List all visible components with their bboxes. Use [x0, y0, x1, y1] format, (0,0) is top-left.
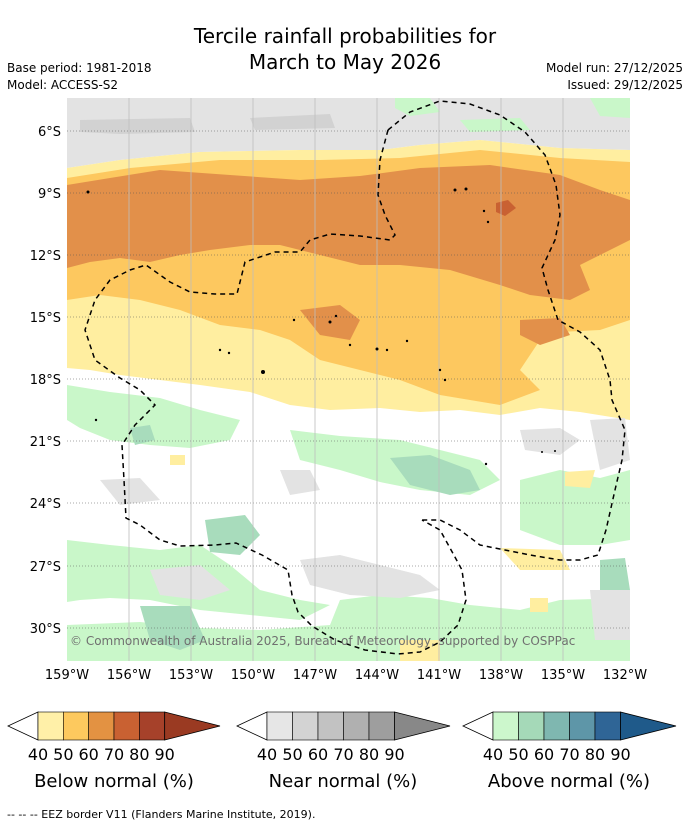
copyright-notice: © Commonwealth of Australia 2025, Bureau…	[70, 634, 576, 648]
eez-legend-note: -- -- -- EEZ border V11 (Flanders Marine…	[7, 808, 316, 821]
lon-label: 147°W	[293, 668, 337, 683]
lat-label: 18°S	[30, 373, 61, 388]
below-normal-region-60	[67, 165, 630, 300]
issued-date: Issued: 29/12/2025	[567, 78, 683, 92]
map-title: Tercile rainfall probabilities for March…	[0, 23, 690, 75]
colorbar-near-normal: 40 50 60 70 80 90	[236, 711, 451, 760]
colorbar-segment	[518, 711, 545, 741]
colorbar-tick-label: 40	[483, 745, 503, 760]
colorbar-tick-label: 70	[333, 745, 353, 760]
above-normal-region-north	[395, 98, 630, 132]
eez-borders	[84, 100, 626, 655]
lon-label: 150°W	[231, 668, 275, 683]
probability-map: 6°S 9°S 12°S 15°S 18°S 21°S 24°S 27°S 30…	[30, 98, 647, 683]
lon-label: 153°W	[169, 668, 213, 683]
grid	[67, 130, 630, 629]
colorbar-title-above: Above normal (%)	[487, 771, 651, 792]
colorbar-tick-label: 50	[282, 745, 302, 760]
colorbar-segment	[266, 711, 293, 741]
colorbar-tick-label: 70	[104, 745, 124, 760]
lon-label: 135°W	[541, 668, 585, 683]
colorbar-segment	[88, 711, 115, 741]
colorbar-tick-label: 50	[508, 745, 528, 760]
model-info: Base period: 1981-2018 Model: ACCESS-S2	[7, 60, 152, 94]
colorbar-extend-high	[394, 711, 451, 741]
lon-label: 144°W	[355, 668, 399, 683]
model-run-date: Model run: 27/12/2025	[545, 61, 683, 75]
colorbar-below-normal: 40 50 60 70 80 90	[7, 711, 221, 760]
longitude-labels: 159°W 156°W 153°W 150°W 147°W 144°W 141°…	[45, 668, 647, 683]
colorbar-extend-low	[7, 711, 39, 741]
colorbar-extend-low	[236, 711, 268, 741]
colorbar-segment	[543, 711, 570, 741]
colorbar-above-normal: 40 50 60 70 80 90	[462, 711, 677, 760]
title-line-1: Tercile rainfall probabilities for	[193, 24, 497, 48]
near-normal-region-north	[67, 98, 630, 168]
colorbar-tick-label: 90	[154, 745, 174, 760]
colorbar-extend-low	[462, 711, 494, 741]
colorbar-tick-label: 80	[585, 745, 605, 760]
run-info: Model run: 27/12/2025 Issued: 29/12/2025	[546, 60, 683, 94]
colorbar-segment	[343, 711, 370, 741]
colorbars: 40 50 60 70 80 90 40 50 60 70 80 90 40 50 60 70 80 90	[7, 711, 677, 760]
above-normal-region-dark	[130, 425, 630, 650]
colorbar-title-below: Below normal (%)	[34, 771, 194, 792]
colorbar-tick-label: 90	[610, 745, 630, 760]
colorbar-segment	[139, 711, 165, 741]
lat-label: 21°S	[30, 435, 61, 450]
lon-label: 132°W	[603, 668, 647, 683]
colorbar-extend-high	[620, 711, 677, 741]
colorbar-tick-label: 40	[28, 745, 48, 760]
colorbar-tick-label: 60	[308, 745, 328, 760]
below-normal-region-south	[170, 455, 595, 661]
colorbar-segment	[292, 711, 319, 741]
colorbar-tick-label: 70	[559, 745, 579, 760]
lon-label: 141°W	[417, 668, 461, 683]
colorbar-tick-label: 60	[78, 745, 98, 760]
lat-label: 24°S	[30, 497, 61, 512]
colorbar-segment	[37, 711, 64, 741]
colorbar-segment	[492, 711, 519, 741]
colorbar-segment	[63, 711, 89, 741]
latitude-labels: 6°S 9°S 12°S 15°S 18°S 21°S 24°S 27°S 30…	[30, 125, 61, 637]
colorbar-tick-label: 80	[129, 745, 149, 760]
base-period: Base period: 1981-2018	[7, 61, 152, 75]
near-normal-region-north-dark	[80, 114, 335, 134]
lat-label: 30°S	[30, 622, 61, 637]
lat-label: 15°S	[30, 311, 61, 326]
near-normal-region-south	[100, 418, 630, 640]
colorbar-tick-label: 90	[384, 745, 404, 760]
lat-label: 6°S	[38, 125, 61, 140]
lat-label: 9°S	[38, 187, 61, 202]
lon-label: 138°W	[479, 668, 523, 683]
colorbar-tick-label: 50	[53, 745, 73, 760]
grid-vertical	[128, 98, 564, 661]
colorbar-segment	[594, 711, 621, 741]
colorbar-segment	[569, 711, 596, 741]
colorbar-tick-label: 40	[257, 745, 277, 760]
colorbar-extend-high	[164, 711, 221, 741]
below-normal-region-60b	[300, 305, 570, 345]
colorbar-tick-label: 60	[534, 745, 554, 760]
islands	[86, 187, 556, 466]
lon-label: 156°W	[107, 668, 151, 683]
colorbar-segment	[368, 711, 395, 741]
lat-label: 27°S	[30, 560, 61, 575]
probability-field	[67, 98, 630, 661]
colorbar-tick-label: 80	[359, 745, 379, 760]
colorbar-title-near: Near normal (%)	[268, 771, 418, 792]
colorbar-segment	[317, 711, 344, 741]
lat-label: 12°S	[30, 249, 61, 264]
lon-label: 159°W	[45, 668, 89, 683]
colorbar-segment	[113, 711, 140, 741]
title-line-2: March to May 2026	[248, 50, 442, 74]
model-name: Model: ACCESS-S2	[7, 78, 119, 92]
